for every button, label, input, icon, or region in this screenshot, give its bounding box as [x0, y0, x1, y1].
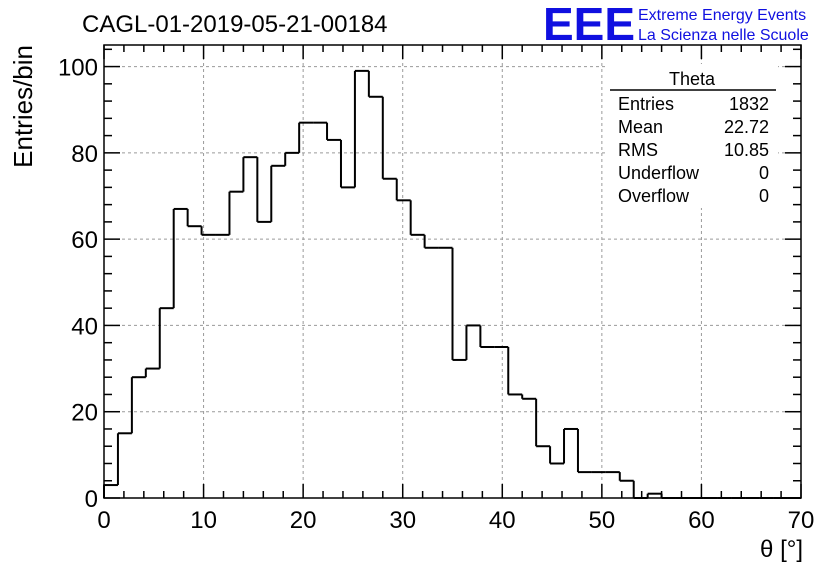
y-tick-label: 0 — [85, 486, 98, 513]
y-tick-label: 100 — [58, 55, 98, 82]
x-tick-label: 0 — [97, 507, 110, 534]
stats-row-label: RMS — [618, 140, 658, 160]
stats-box-title: Theta — [669, 69, 716, 89]
stats-row-label: Underflow — [618, 163, 700, 183]
stats-row-label: Mean — [618, 117, 663, 137]
axis-ticks — [103, 45, 802, 499]
eee-logo-line1: Extreme Energy Events — [638, 7, 806, 24]
x-axis-label: θ [°] — [760, 536, 803, 563]
x-tick-label: 20 — [290, 507, 317, 534]
x-tick-label: 70 — [788, 507, 815, 534]
stats-row-value: 0 — [759, 163, 769, 183]
y-tick-label: 40 — [71, 313, 98, 340]
stats-row-value: 0 — [759, 186, 769, 206]
x-tick-label: 60 — [688, 507, 715, 534]
eee-logo-mark: EEE — [543, 0, 635, 50]
stats-row-label: Overflow — [618, 186, 690, 206]
stats-row-value: 10.85 — [724, 140, 769, 160]
y-tick-label: 80 — [71, 141, 98, 168]
grid-lines — [104, 45, 801, 498]
stats-box-background — [606, 64, 778, 208]
stats-row-value: 22.72 — [724, 117, 769, 137]
plot-frame — [103, 44, 802, 499]
stats-row-label: Entries — [618, 94, 674, 114]
x-tick-labels: 0 10 20 30 40 50 60 70 — [97, 507, 814, 534]
x-tick-label: 40 — [489, 507, 516, 534]
chart-title: CAGL-01-2019-05-21-00184 — [82, 11, 388, 38]
stats-row-value: 1832 — [729, 94, 769, 114]
x-tick-label: 10 — [190, 507, 217, 534]
y-axis-label: Entries/bin — [8, 45, 38, 168]
stats-rows: Entries 1832 Mean 22.72 RMS 10.85 Underflow 0 Ov… — [618, 94, 769, 206]
stats-box: Theta Entries 1832 Mean 22.72 RMS 10.85 Underf… — [606, 64, 778, 208]
x-tick-label: 50 — [589, 507, 616, 534]
x-tick-label: 30 — [389, 507, 416, 534]
y-tick-label: 20 — [71, 400, 98, 427]
y-tick-labels: 0 20 40 60 80 100 — [58, 55, 98, 513]
eee-logo-line2: La Scienza nelle Scuole — [638, 27, 809, 44]
eee-logo: EEE Extreme Energy Events La Scienza nel… — [543, 0, 809, 50]
y-tick-label: 60 — [71, 227, 98, 254]
